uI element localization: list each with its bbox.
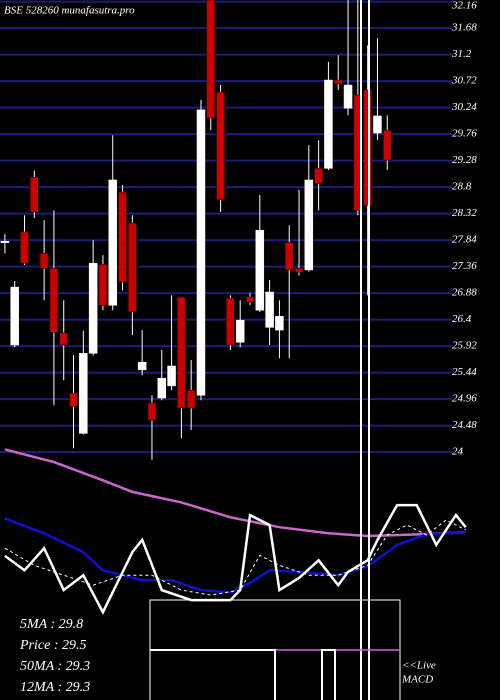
candle-body <box>69 392 78 407</box>
candle-body <box>343 84 353 109</box>
macd-panel <box>149 599 401 700</box>
candle-body <box>98 264 108 306</box>
candle-body <box>314 168 323 184</box>
candle-body <box>255 229 265 311</box>
candle-body <box>324 79 333 169</box>
macd-line <box>150 649 276 700</box>
indicator-line <box>4 503 467 615</box>
candle-body <box>383 130 392 161</box>
candle-body <box>147 402 157 421</box>
y-tick-label: 25.92 <box>452 340 477 352</box>
candle-body <box>39 253 49 269</box>
candle-body <box>333 79 343 85</box>
candle-body <box>79 353 88 434</box>
indicator-line <box>4 519 466 596</box>
y-tick-label: 24.48 <box>452 419 477 431</box>
candle-body <box>245 296 255 303</box>
y-tick-label: 27.84 <box>452 234 477 246</box>
candle-body <box>157 377 167 399</box>
candle-body <box>167 365 176 387</box>
stat: 5MA : 29.8 <box>20 617 83 632</box>
candle-body <box>235 319 245 343</box>
candle-body <box>363 89 372 206</box>
y-tick-label: 31.2 <box>451 48 472 60</box>
y-tick-label: 30.24 <box>451 101 477 113</box>
y-tick-label: 27.36 <box>452 260 477 272</box>
y-tick-label: 26.4 <box>452 313 472 325</box>
candle-body <box>128 222 137 313</box>
annotation: <<Live <box>402 660 436 672</box>
y-tick-label: 28.32 <box>452 207 477 219</box>
indicator-line <box>4 448 466 538</box>
y-tick-label: 24 <box>452 446 464 458</box>
candle-body <box>59 332 68 346</box>
macd-line <box>321 649 336 700</box>
candle-body <box>226 297 235 346</box>
candle-body <box>304 179 314 271</box>
y-tick-label: 28.8 <box>452 181 472 193</box>
y-tick-label: 26.88 <box>452 287 477 299</box>
candle-body <box>30 176 39 213</box>
candle-body <box>88 263 98 354</box>
candle-body <box>118 191 127 283</box>
y-tick-label: 30.72 <box>451 75 477 87</box>
candle-body <box>0 240 10 243</box>
candle-body <box>177 296 186 409</box>
candle-body <box>265 291 274 328</box>
stat: 50MA : 29.3 <box>20 659 90 674</box>
candle-body <box>275 316 284 331</box>
candle-body <box>294 268 304 273</box>
y-tick-label: 29.76 <box>452 128 477 140</box>
candle-body <box>10 286 19 346</box>
candle-body <box>284 242 294 271</box>
y-tick-label: 25.44 <box>452 366 477 378</box>
y-tick-label: 29.28 <box>452 154 477 166</box>
candle-body <box>196 109 206 396</box>
candle-body <box>373 115 382 134</box>
candle-body <box>108 179 117 306</box>
candle-body <box>49 268 59 333</box>
annotation: MACD <box>401 674 433 686</box>
stat: Price : 29.5 <box>19 638 86 653</box>
candle-body <box>20 231 29 264</box>
candle-body <box>206 0 216 119</box>
candle-body <box>137 361 147 371</box>
stat: 12MA : 29.3 <box>20 680 90 695</box>
y-tick-label: 32.16 <box>451 0 477 12</box>
candle-body <box>186 390 196 409</box>
candle-body <box>216 91 225 201</box>
grid <box>0 0 452 454</box>
macd-frame <box>149 599 401 700</box>
y-tick-label: 31.68 <box>451 22 477 34</box>
y-tick-label: 24.96 <box>452 393 477 405</box>
indicator-lines <box>4 448 467 615</box>
chart-title: BSE 528260 munafasutra.pro <box>4 5 135 17</box>
